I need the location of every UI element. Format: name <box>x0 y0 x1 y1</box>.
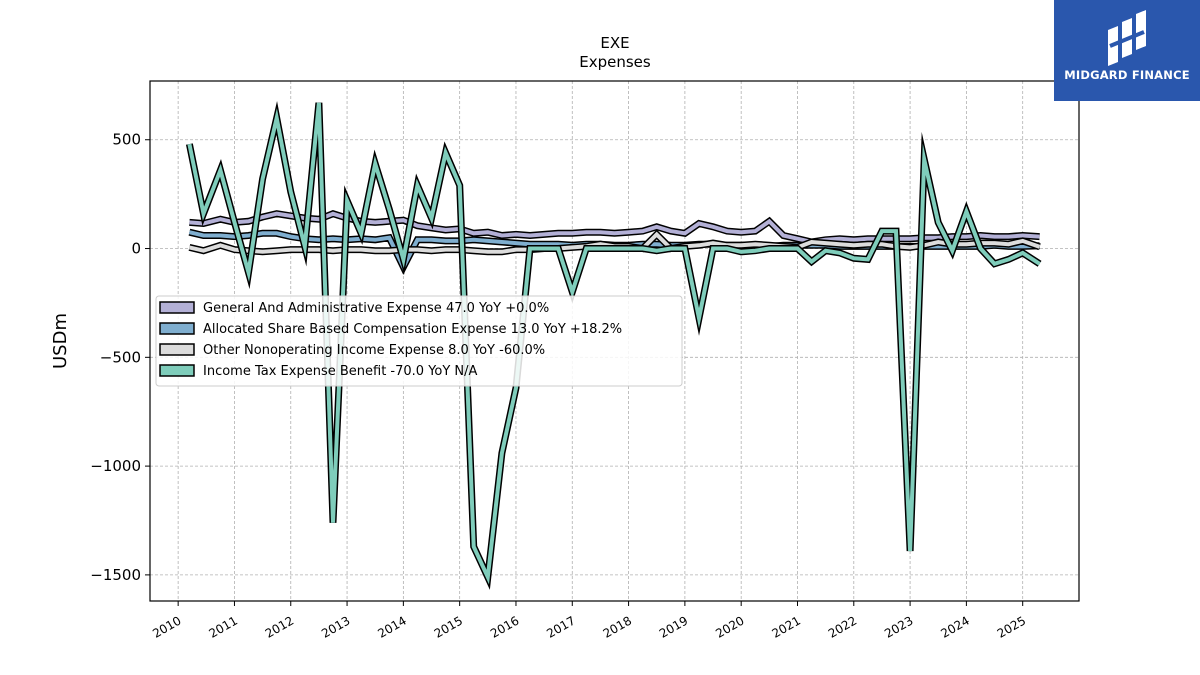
y-tick-label: 0 <box>131 240 141 258</box>
legend: General And Administrative Expense 47.0 … <box>155 295 683 387</box>
legend-swatch <box>159 301 195 314</box>
x-tick-label: 2025 <box>995 613 1028 640</box>
y-tick-label: −1000 <box>90 457 141 475</box>
x-tick-label: 2024 <box>938 613 971 640</box>
legend-box <box>155 295 683 387</box>
legend-swatch <box>159 364 195 377</box>
plot-frame <box>149 80 1080 602</box>
legend-swatch <box>159 322 195 335</box>
brand-name: MIDGARD FINANCE <box>1064 68 1190 82</box>
x-tick-label: 2017 <box>544 613 577 640</box>
series-stroke <box>187 102 1041 585</box>
y-axis-label: USDm <box>50 313 71 369</box>
legend-label: Allocated Share Based Compensation Expen… <box>203 322 622 337</box>
y-tick-label: 500 <box>112 131 141 149</box>
x-tick-label: 2019 <box>657 613 690 640</box>
legend-label: General And Administrative Expense 47.0 … <box>203 301 549 316</box>
legend-label: Income Tax Expense Benefit -70.0 YoY N/A <box>203 364 478 379</box>
x-axis: 2010 2011 2012 2013 2014 2015 2016 2017 2018 2019… <box>150 601 1028 641</box>
y-axis: 500 0 −500 −1000 −1500 <box>90 131 150 584</box>
x-tick-label: 2015 <box>432 613 465 640</box>
series-group <box>185 101 1042 590</box>
x-tick-label: 2023 <box>882 613 915 640</box>
y-tick-label: −500 <box>100 348 141 366</box>
y-tick-label: −1500 <box>90 566 141 584</box>
x-tick-label: 2012 <box>263 613 296 640</box>
chart-subtitle: Expenses <box>579 53 651 71</box>
series-line-4 <box>185 101 1042 590</box>
x-tick-label: 2016 <box>488 613 521 640</box>
legend-swatch <box>159 343 195 356</box>
x-tick-label: 2020 <box>713 613 746 640</box>
x-tick-label: 2018 <box>601 613 634 640</box>
x-tick-label: 2014 <box>375 613 408 640</box>
x-tick-label: 2022 <box>826 613 859 640</box>
legend-label: Other Nonoperating Income Expense 8.0 Yo… <box>203 343 545 358</box>
brand-mark-icon <box>1108 10 1146 66</box>
x-tick-label: 2011 <box>207 613 240 640</box>
brand-logo: MIDGARD FINANCE <box>1054 0 1200 101</box>
x-tick-label: 2010 <box>150 613 183 640</box>
x-tick-label: 2013 <box>319 613 352 640</box>
chart-title: EXE <box>600 34 629 52</box>
x-tick-label: 2021 <box>770 613 803 640</box>
